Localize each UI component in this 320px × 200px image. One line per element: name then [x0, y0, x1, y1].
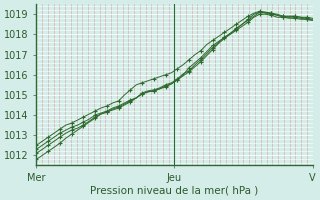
X-axis label: Pression niveau de la mer( hPa ): Pression niveau de la mer( hPa ) [90, 186, 259, 196]
